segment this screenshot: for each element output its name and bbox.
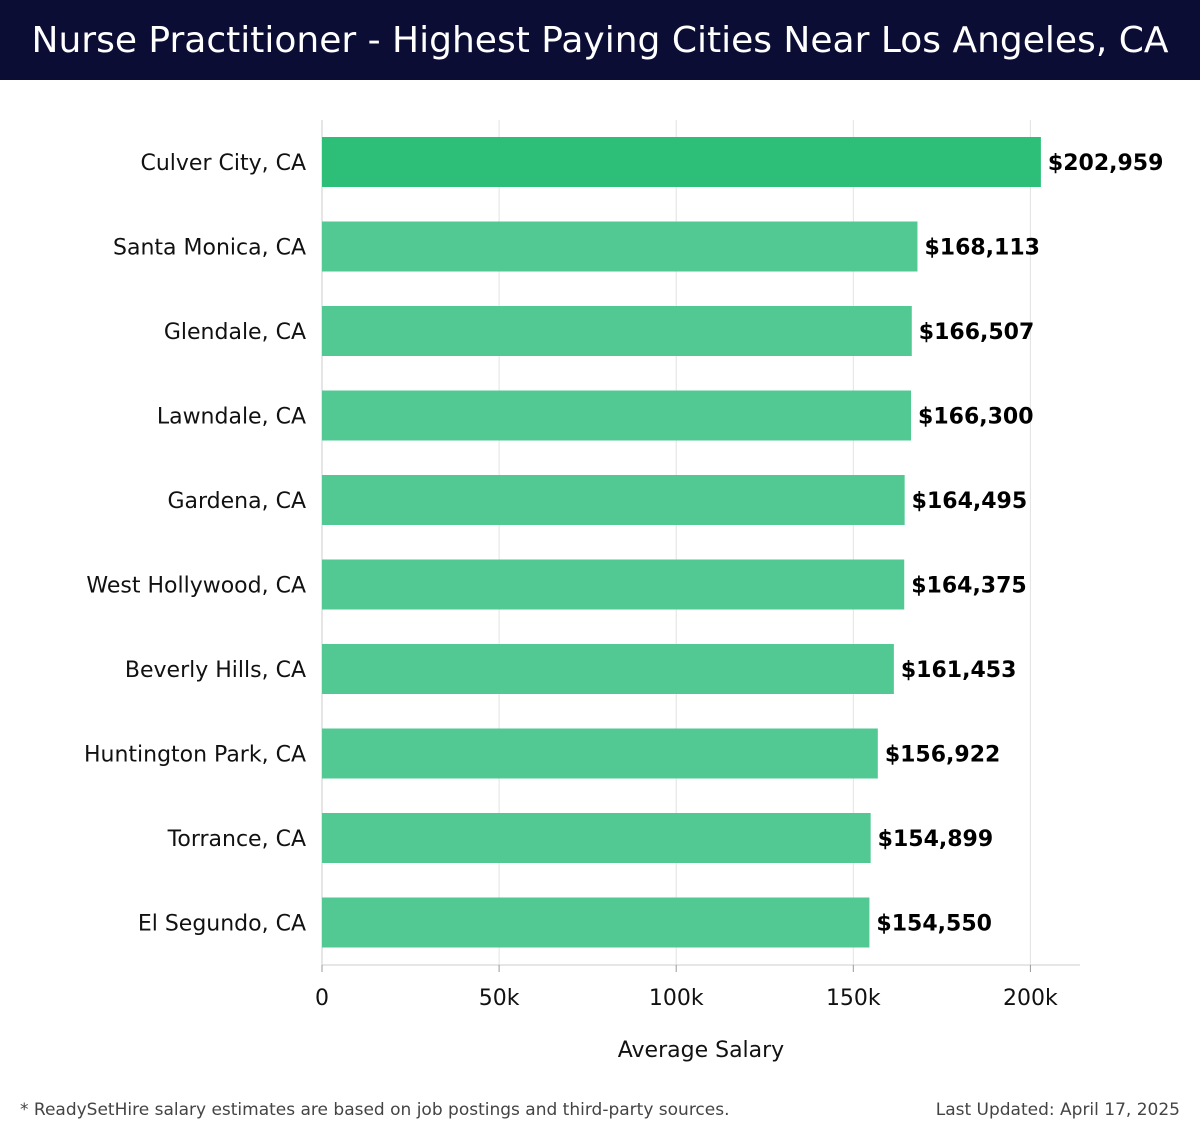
bar[interactable] bbox=[322, 813, 871, 863]
bar[interactable] bbox=[322, 137, 1041, 187]
category-label: Huntington Park, CA bbox=[84, 743, 306, 768]
footer-note: * ReadySetHire salary estimates are base… bbox=[20, 1100, 730, 1120]
bar[interactable] bbox=[322, 559, 905, 610]
bar[interactable] bbox=[322, 897, 870, 948]
x-tick-label: 200k bbox=[1003, 986, 1058, 1011]
data-label: $164,495 bbox=[912, 489, 1028, 514]
bar[interactable] bbox=[322, 644, 894, 694]
category-label: Glendale, CA bbox=[164, 320, 306, 345]
x-tick-label: 50k bbox=[479, 986, 520, 1011]
data-label: $166,300 bbox=[918, 405, 1034, 430]
category-label: Culver City, CA bbox=[140, 151, 306, 176]
bar[interactable] bbox=[322, 728, 878, 779]
bar-chart: 0 50k 100k 150k 200k Average Salary Culver Cit… bbox=[84, 120, 1164, 1063]
bar[interactable] bbox=[322, 221, 918, 272]
x-tick-label: 100k bbox=[649, 986, 704, 1011]
category-label: Torrance, CA bbox=[167, 827, 306, 852]
x-tick-label: 150k bbox=[826, 986, 881, 1011]
category-label: Gardena, CA bbox=[167, 489, 306, 514]
data-label: $166,507 bbox=[919, 320, 1035, 345]
chart-title: Nurse Practitioner - Highest Paying Citi… bbox=[31, 19, 1169, 61]
category-label: Beverly Hills, CA bbox=[125, 658, 306, 683]
data-label: $202,959 bbox=[1048, 151, 1164, 176]
chart-header: Nurse Practitioner - Highest Paying Citi… bbox=[0, 0, 1200, 80]
data-label: $164,375 bbox=[911, 574, 1027, 599]
category-label: El Segundo, CA bbox=[138, 912, 306, 937]
data-label: $154,550 bbox=[876, 912, 992, 937]
bar[interactable] bbox=[322, 306, 912, 356]
data-label: $168,113 bbox=[924, 236, 1040, 261]
category-label: Santa Monica, CA bbox=[113, 236, 306, 261]
x-tick-label: 0 bbox=[315, 986, 329, 1011]
category-label: West Hollywood, CA bbox=[86, 574, 306, 599]
bar[interactable] bbox=[322, 390, 912, 441]
data-label: $161,453 bbox=[901, 658, 1017, 683]
x-axis-title: Average Salary bbox=[618, 1038, 784, 1063]
last-updated: Last Updated: April 17, 2025 bbox=[935, 1100, 1180, 1120]
bar[interactable] bbox=[322, 475, 905, 525]
data-label: $156,922 bbox=[885, 743, 1001, 768]
category-label: Lawndale, CA bbox=[157, 405, 306, 430]
data-label: $154,899 bbox=[878, 827, 994, 852]
